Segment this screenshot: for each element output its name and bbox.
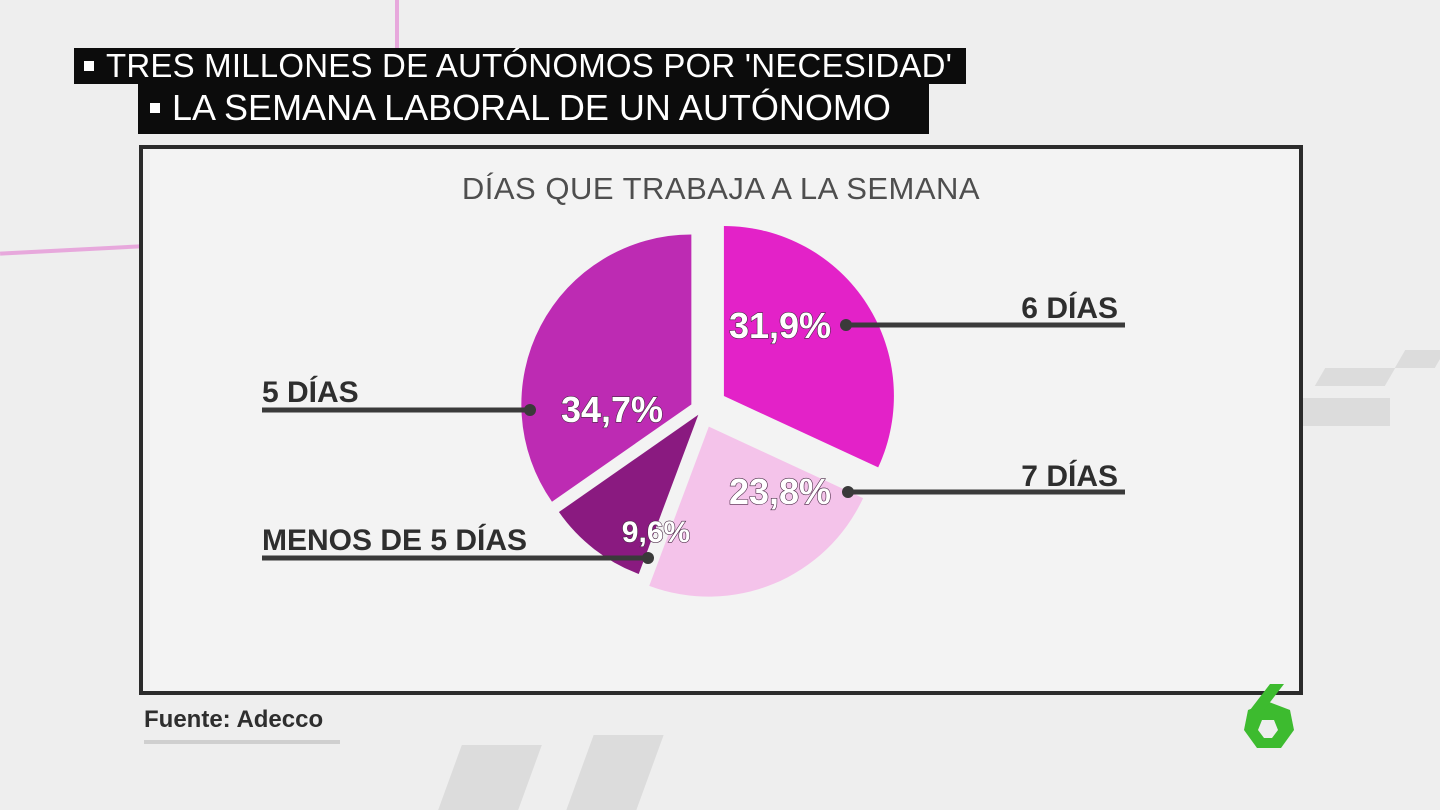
headline-banner: LA SEMANA LABORAL DE UN AUTÓNOMO <box>138 82 929 134</box>
leader-dot <box>842 486 854 498</box>
leader-dot <box>642 552 654 564</box>
slice-value-label: 34,7% <box>561 389 663 430</box>
channel-logo-icon <box>1244 684 1294 748</box>
chart-panel: DÍAS QUE TRABAJA A LA SEMANA <box>139 145 1303 695</box>
slice-value-label: 9,6% <box>622 516 690 549</box>
leader-dot <box>524 404 536 416</box>
kicker-text: TRES MILLONES DE AUTÓNOMOS POR 'NECESIDA… <box>106 47 953 84</box>
slice-label: 6 DÍAS <box>1021 291 1118 325</box>
leader-dot <box>840 319 852 331</box>
pie-slice <box>649 426 864 597</box>
bullet-icon <box>150 103 160 113</box>
background-stripe <box>1300 398 1390 426</box>
pie-slice <box>723 225 894 468</box>
pie-slice <box>521 234 692 502</box>
background-pink-line <box>395 0 399 48</box>
slice-value-label: 31,9% <box>729 305 831 346</box>
slice-label: MENOS DE 5 DÍAS <box>262 523 527 557</box>
slice-label: 5 DÍAS <box>262 375 359 409</box>
slice-label: 7 DÍAS <box>1021 459 1118 493</box>
bullet-icon <box>84 61 94 71</box>
source-text: Fuente: Adecco <box>144 706 324 733</box>
kicker-banner: TRES MILLONES DE AUTÓNOMOS POR 'NECESIDA… <box>74 47 967 84</box>
headline-text: LA SEMANA LABORAL DE UN AUTÓNOMO <box>172 87 891 128</box>
source-underline <box>144 740 340 744</box>
pie-slice <box>558 414 699 574</box>
slice-value-label: 23,8% <box>729 471 831 512</box>
chart-title: DÍAS QUE TRABAJA A LA SEMANA <box>461 171 981 206</box>
